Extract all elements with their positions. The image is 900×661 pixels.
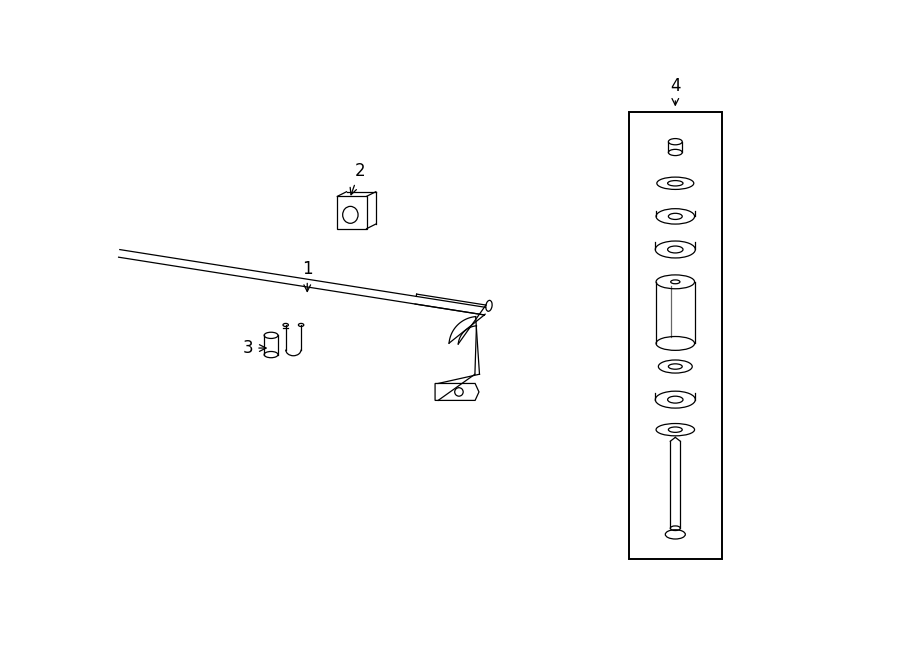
Text: 2: 2 — [350, 162, 365, 195]
Text: 3: 3 — [243, 339, 266, 357]
Text: 1: 1 — [302, 260, 312, 292]
Text: 4: 4 — [670, 77, 680, 105]
Bar — [629, 112, 722, 559]
Bar — [338, 196, 366, 229]
